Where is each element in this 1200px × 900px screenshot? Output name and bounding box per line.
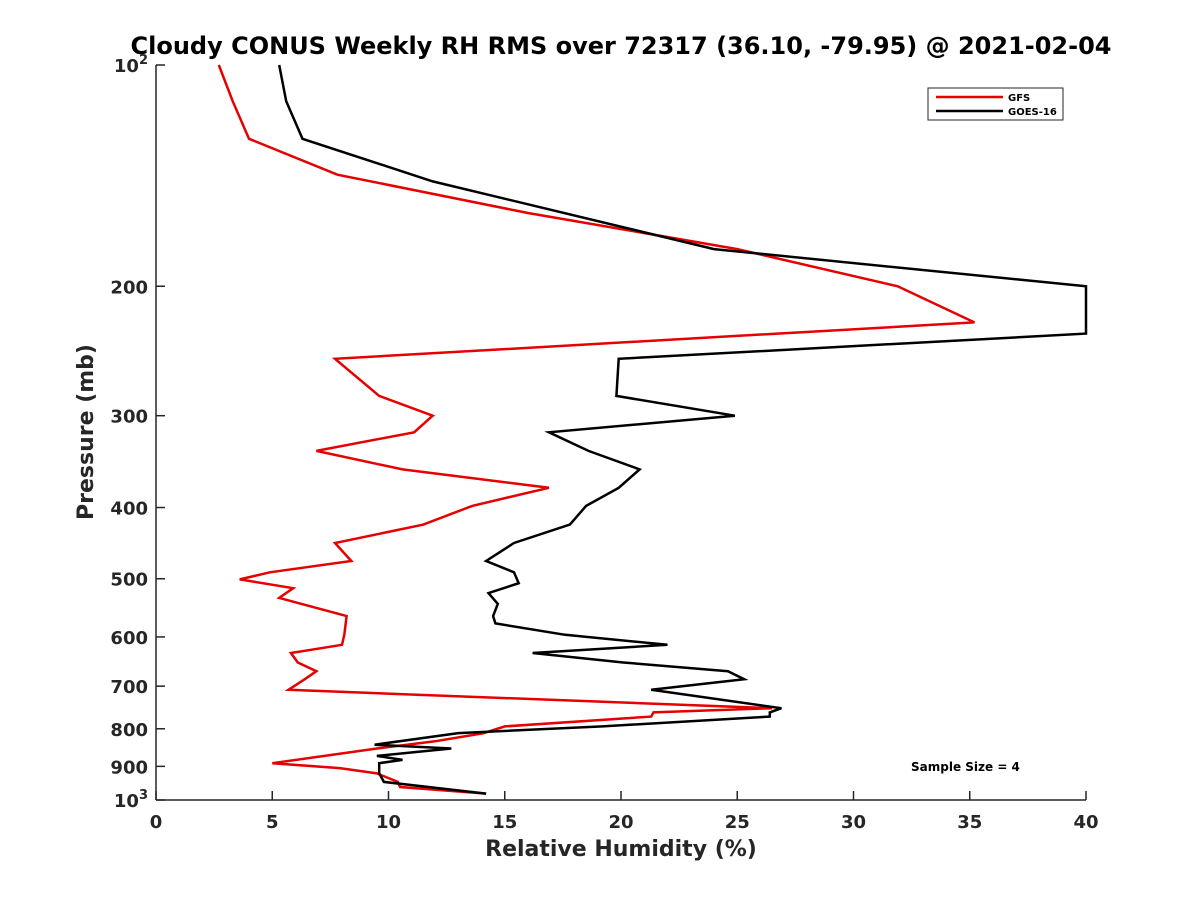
plot-area bbox=[156, 65, 1086, 800]
legend: GFS GOES-16 bbox=[927, 87, 1064, 121]
y-tick-label: 800 bbox=[110, 720, 148, 741]
y-axis-label: Pressure (mb) bbox=[74, 344, 99, 520]
y-tick-label: 600 bbox=[110, 628, 148, 649]
y-tick-label: 500 bbox=[110, 570, 148, 591]
sample-size-annotation: Sample Size = 4 bbox=[911, 760, 1020, 774]
y-tick-label: 400 bbox=[110, 499, 148, 520]
x-axis-label: Relative Humidity (%) bbox=[485, 837, 757, 862]
legend-box bbox=[927, 87, 1064, 121]
x-tick-label: 40 bbox=[1073, 812, 1098, 833]
x-tick-label: 20 bbox=[608, 812, 633, 833]
series-layer bbox=[217, 64, 1088, 795]
x-tick-label: 30 bbox=[841, 812, 866, 833]
x-tick-label: 35 bbox=[957, 812, 982, 833]
chart-title: Cloudy CONUS Weekly RH RMS over 72317 (3… bbox=[131, 32, 1112, 60]
x-tick-label: 25 bbox=[725, 812, 750, 833]
x-tick-label: 15 bbox=[492, 812, 517, 833]
x-tick-label: 0 bbox=[150, 812, 163, 833]
y-ticks: 102 200 300 400 500 600 700 800 900 103 bbox=[110, 53, 165, 812]
series-line-goes-16 bbox=[277, 64, 1088, 795]
y-tick-label: 102 bbox=[114, 53, 148, 77]
legend-label: GOES-16 bbox=[1008, 107, 1057, 118]
x-ticks: 0 5 10 15 20 25 30 35 40 bbox=[150, 791, 1099, 833]
x-tick-label: 5 bbox=[266, 812, 279, 833]
y-tick-label: 103 bbox=[114, 788, 148, 812]
legend-label: GFS bbox=[1008, 93, 1030, 104]
y-tick-label: 900 bbox=[110, 757, 148, 778]
y-tick-label: 300 bbox=[110, 407, 148, 428]
x-tick-label: 10 bbox=[376, 812, 401, 833]
y-tick-label: 700 bbox=[110, 677, 148, 698]
y-tick-label: 200 bbox=[110, 277, 148, 298]
series-line-gfs bbox=[217, 64, 975, 795]
